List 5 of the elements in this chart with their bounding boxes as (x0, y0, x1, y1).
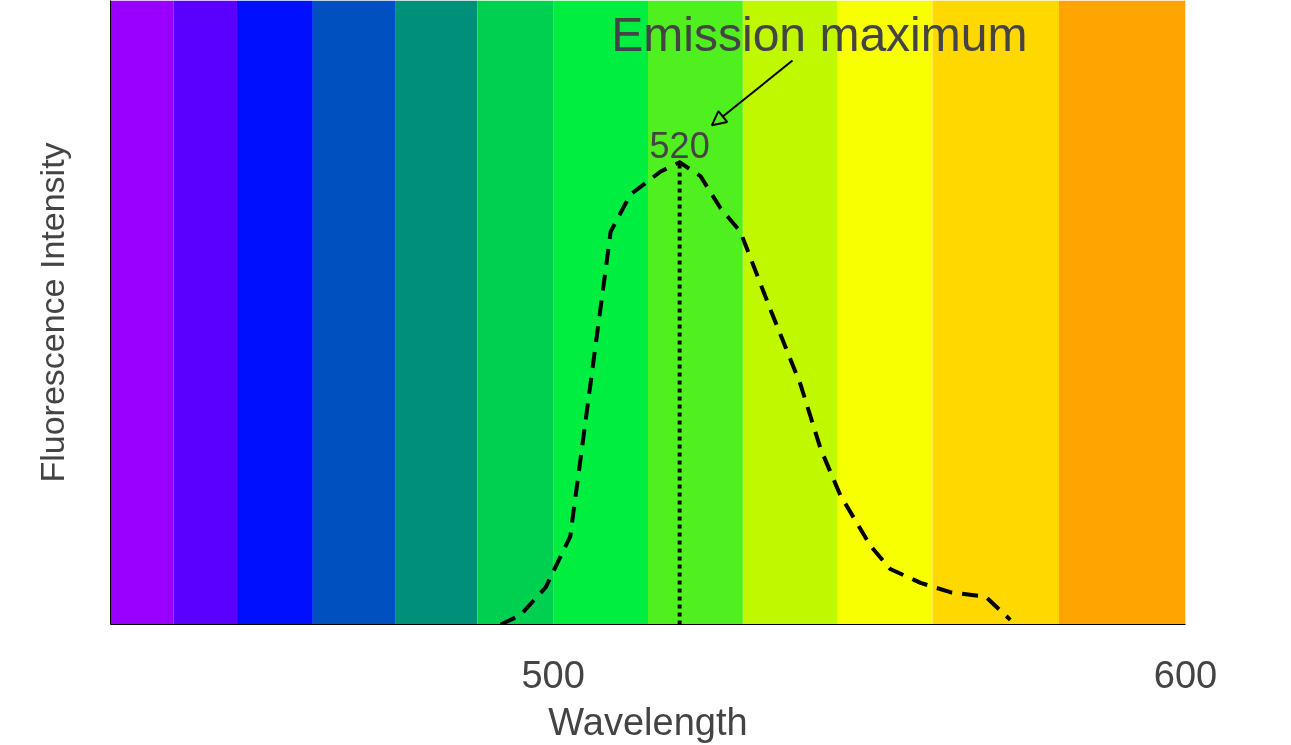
x-axis-title: Wavelength (548, 700, 748, 743)
y-axis-title: Fluorescence Intensity (32, 142, 71, 483)
ref-line-label: 520 (649, 125, 710, 167)
x-tick-label: 600 (1153, 653, 1218, 696)
x-tick-label: 500 (521, 653, 585, 696)
